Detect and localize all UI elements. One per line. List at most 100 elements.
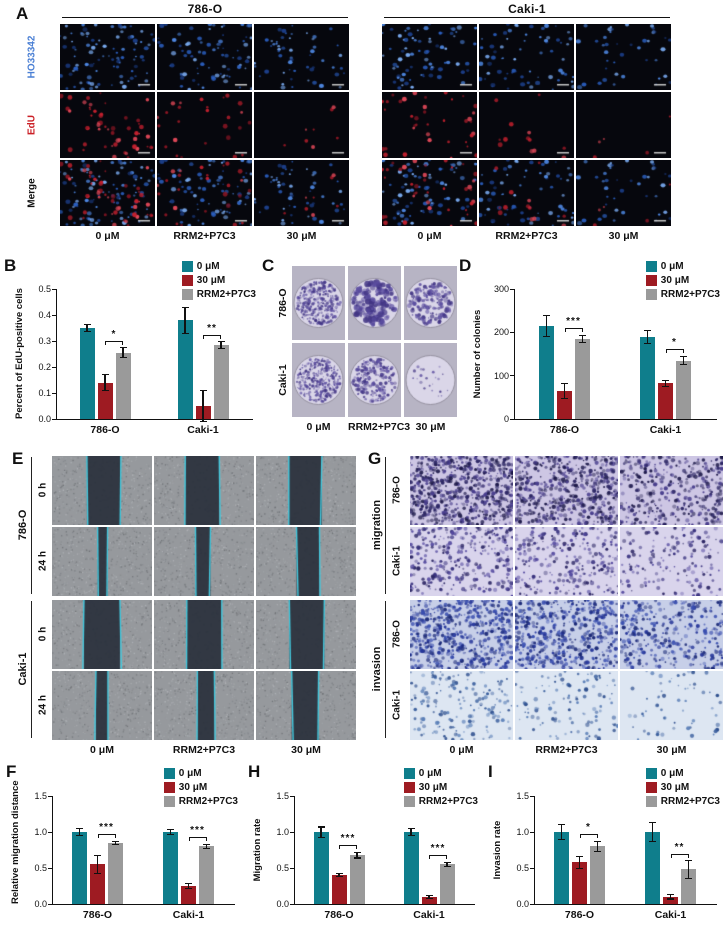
panel-a-dose-0um-786o: 0 μM xyxy=(95,230,120,242)
y-tick-label: 0.5 xyxy=(38,284,51,294)
y-axis xyxy=(534,796,536,904)
legend-item: 30 μM xyxy=(181,275,256,286)
error-bar-line xyxy=(410,828,412,836)
significance-bracket xyxy=(114,834,116,839)
error-bar-line xyxy=(78,828,81,836)
legend-label: 0 μM xyxy=(178,768,202,779)
panel-c-plate-image-786o-dose0 xyxy=(292,266,345,340)
error-bar-line xyxy=(356,852,358,858)
significance-bracket xyxy=(339,845,357,847)
error-bar-line xyxy=(96,855,99,874)
error-bar-cap xyxy=(443,866,451,868)
error-bar-cap xyxy=(335,873,343,875)
error-bar-cap xyxy=(558,824,565,826)
y-tick xyxy=(530,867,534,869)
error-bar-line xyxy=(578,856,581,868)
error-bar-cap xyxy=(576,855,583,858)
legend-item: 30 μM xyxy=(645,782,720,793)
error-bar-line xyxy=(651,822,654,842)
error-bar-cap xyxy=(662,385,669,387)
panel-a-ho33342-image-caki1-dose2 xyxy=(576,24,671,90)
y-tick-label: 1.5 xyxy=(276,791,289,801)
panel-a-merge-image-786o-dose1 xyxy=(157,160,252,226)
error-bar-cap xyxy=(685,860,692,862)
x-axis xyxy=(52,904,235,906)
error-bar-cap xyxy=(83,323,91,325)
y-axis-label: Relative migration distance xyxy=(10,780,21,904)
bar xyxy=(663,896,678,904)
panel-a-row-label-ho33342: HO33342 xyxy=(26,35,38,79)
y-tick xyxy=(52,392,56,394)
bar xyxy=(575,338,590,419)
error-bar-line xyxy=(169,829,172,835)
error-bar-cap xyxy=(119,357,127,359)
error-bar-cap xyxy=(561,398,568,400)
significance-bracket xyxy=(429,855,447,857)
significance-bracket xyxy=(339,845,341,850)
legend-swatch xyxy=(645,275,657,286)
error-bar-line xyxy=(86,324,88,332)
error-bar-cap xyxy=(649,840,656,842)
panel-a-letter: A xyxy=(16,4,29,23)
error-bar-cap xyxy=(112,843,119,845)
panel-e-wound-image-786o-24h-dose1 xyxy=(154,527,254,596)
y-tick xyxy=(48,795,52,797)
error-bar-line xyxy=(646,330,649,344)
y-tick-label: 0.0 xyxy=(276,899,289,909)
error-bar-cap xyxy=(543,314,550,316)
panel-f-letter: F xyxy=(6,762,17,781)
legend-swatch xyxy=(645,768,657,779)
panel-c-dose-30um: 30 μM xyxy=(415,421,446,433)
error-bar-cap xyxy=(185,883,192,885)
significance-label: * xyxy=(672,337,677,349)
bar xyxy=(97,382,113,419)
legend-label: 0 μM xyxy=(418,768,442,779)
y-tick xyxy=(52,314,56,316)
y-tick-label: 0.4 xyxy=(38,310,51,320)
y-tick xyxy=(48,831,52,833)
panel-a-header-caki1: Caki-1 xyxy=(384,2,670,18)
error-bar-cap xyxy=(443,861,451,863)
significance-bracket xyxy=(665,349,684,351)
panel-c-row-label-786o: 786-O xyxy=(277,288,289,318)
panel-g-cellline-invasion-786o: 786-O xyxy=(391,620,403,648)
legend-item: 30 μM xyxy=(163,782,238,793)
legend-label: RRM2+P7C3 xyxy=(660,289,720,300)
y-axis-label: Migration rate xyxy=(252,818,263,882)
bar xyxy=(331,875,347,904)
legend-swatch xyxy=(163,782,175,793)
error-bar-cap xyxy=(353,857,361,859)
bar xyxy=(554,832,569,904)
panel-a-dose-30um-caki1: 30 μM xyxy=(608,230,639,242)
legend-swatch xyxy=(645,261,657,272)
error-bar-line xyxy=(104,374,106,391)
significance-bracket xyxy=(205,837,207,842)
error-bar-cap xyxy=(558,838,565,840)
error-bar-cap xyxy=(579,334,586,336)
panel-g-bracket-migration xyxy=(385,457,386,594)
panel-a-row-label-merge: Merge xyxy=(26,178,38,208)
significance-bracket xyxy=(596,834,598,839)
error-bar-line xyxy=(187,883,190,889)
legend-label: RRM2+P7C3 xyxy=(178,796,238,807)
panel-a-edu-image-786o-dose1 xyxy=(157,92,252,158)
significance-bracket xyxy=(579,834,581,839)
error-bar-cap xyxy=(576,867,583,869)
y-tick-label: 100 xyxy=(493,370,509,381)
error-bar-cap xyxy=(667,898,674,900)
error-bar-cap xyxy=(353,851,361,853)
error-bar-cap xyxy=(199,421,207,423)
chart-migration-rate: Migration rate 0.0 0.5 1.0 1.5 786-O Caki-1 ***… xyxy=(248,766,480,930)
panel-a-edu-image-786o-dose2 xyxy=(254,92,349,158)
bar xyxy=(163,832,178,904)
y-axis xyxy=(52,796,54,904)
significance-bracket xyxy=(97,834,116,836)
error-bar-cap xyxy=(181,332,189,334)
panel-g-migration-786o-image-dose1 xyxy=(515,456,618,525)
x-category-label: 786-O xyxy=(82,909,113,921)
panel-g-dose-rrm2: RRM2+P7C3 xyxy=(535,744,598,756)
legend-item: RRM2+P7C3 xyxy=(403,796,478,807)
panel-c-plate-image-caki1-dose1 xyxy=(348,343,401,417)
error-bar-cap xyxy=(579,341,586,343)
